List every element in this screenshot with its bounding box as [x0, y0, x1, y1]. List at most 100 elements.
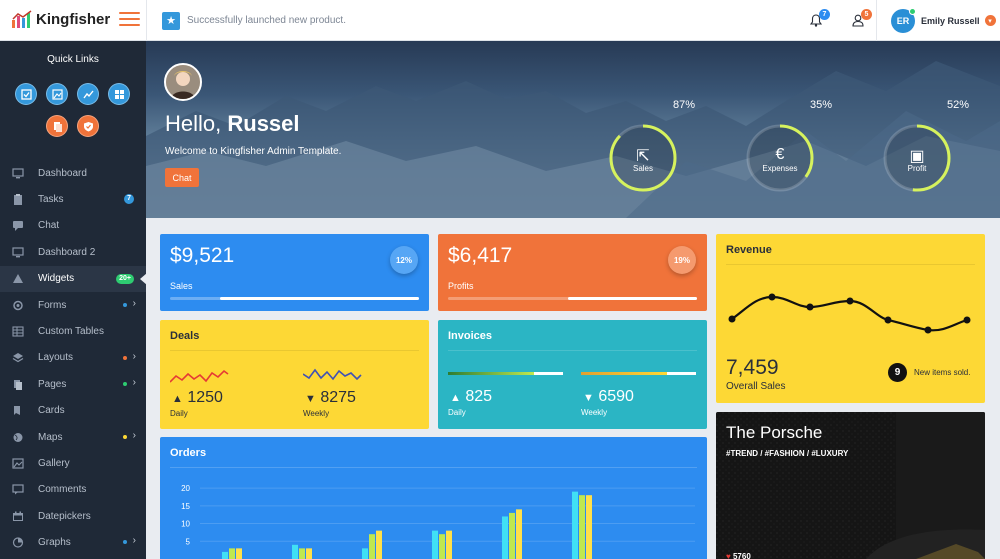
- sidebar-item-chat[interactable]: Chat: [0, 213, 146, 239]
- sidebar-item-label: Cards: [38, 405, 65, 417]
- menu-toggle-icon[interactable]: [119, 12, 140, 28]
- sidebar-item-layouts[interactable]: Layouts ›: [0, 345, 146, 371]
- sidebar: Quick Links Dashboard Tasks 7 Chat D: [0, 41, 147, 559]
- sidebar-item-maps[interactable]: Maps ›: [0, 424, 146, 450]
- deals-title: Deals: [170, 330, 200, 342]
- users-button[interactable]: 5: [840, 0, 876, 41]
- sidebar-item-widgets[interactable]: Widgets 20+: [0, 265, 147, 292]
- forms-icon: [12, 300, 24, 310]
- expenses-gauge: € Expenses: [744, 122, 816, 194]
- sidebar-nav: Dashboard Tasks 7 Chat Dashboard 2 Widge…: [0, 160, 147, 556]
- invoices-daily-number: 825: [465, 388, 493, 405]
- notice-bar: ★ Successfully launched new product.: [146, 0, 346, 41]
- hero-welcome: Welcome to Kingfisher Admin Template.: [165, 146, 342, 157]
- profits-card: $6,417 Profits 19%: [438, 234, 707, 311]
- gauge-ring: [746, 124, 814, 192]
- quick-link-graphs[interactable]: [77, 83, 99, 105]
- bar: [376, 530, 382, 559]
- chat-icon: [12, 221, 24, 232]
- porsche-background: [716, 412, 985, 559]
- bar: [236, 548, 242, 559]
- profits-progress-fill: [567, 297, 697, 300]
- invoices-weekly-label: Weekly: [581, 408, 608, 417]
- sidebar-item-label: Gallery: [38, 457, 70, 469]
- quick-link-tasks[interactable]: [15, 83, 37, 105]
- user-name: Emily Russell: [921, 15, 980, 26]
- sidebar-item-label: Graphs: [38, 537, 71, 549]
- globe-icon: [12, 432, 24, 442]
- expenses-percent: 35%: [810, 99, 833, 111]
- top-header: Kingfisher ★ Successfully launched new p…: [0, 0, 1000, 41]
- deals-weekly-value: ▼ 8275: [305, 389, 356, 407]
- sidebar-item-label: Layouts: [38, 352, 74, 364]
- porsche-title: The Porsche: [726, 423, 823, 442]
- sales-label: Sales: [170, 281, 193, 291]
- sidebar-item-label: Pages: [38, 378, 67, 390]
- monitor-icon: [12, 247, 24, 258]
- sidebar-item-comments[interactable]: Comments: [0, 477, 146, 503]
- invoices-weekly-value: ▼ 6590: [583, 388, 634, 406]
- notifications-button[interactable]: 7: [798, 0, 834, 41]
- quick-link-gallery[interactable]: [46, 83, 68, 105]
- sidebar-item-datepickers[interactable]: Datepickers: [0, 503, 146, 529]
- revenue-value: 7,459: [726, 356, 779, 379]
- bar: [509, 512, 515, 559]
- sidebar-item-label: Datepickers: [38, 510, 91, 522]
- sidebar-item-dashboard-2[interactable]: Dashboard 2: [0, 239, 146, 265]
- sidebar-item-graphs[interactable]: Graphs ›: [0, 529, 146, 555]
- sidebar-item-dashboard[interactable]: Dashboard: [0, 160, 146, 186]
- sidebar-item-custom-tables[interactable]: Custom Tables: [0, 318, 146, 344]
- sidebar-item-tasks[interactable]: Tasks 7: [0, 186, 146, 212]
- quick-link-security[interactable]: [77, 115, 99, 137]
- gauge-label: Profit: [907, 164, 927, 173]
- sidebar-item-cards[interactable]: Cards: [0, 398, 146, 424]
- profits-percent-badge: 19%: [668, 246, 696, 274]
- sales-value: $9,521: [170, 244, 235, 267]
- heart-icon: ♥: [726, 552, 731, 559]
- bar: [229, 548, 235, 559]
- revenue-sparkline: [728, 293, 971, 334]
- new-items-label: New items sold.: [914, 368, 971, 377]
- image-icon: [12, 458, 24, 469]
- bell-icon: [810, 14, 822, 27]
- clipboard-icon: [12, 194, 24, 206]
- graph-icon: [82, 90, 94, 98]
- user-menu[interactable]: ER Emily Russell ▾: [876, 0, 1000, 41]
- profits-value: $6,417: [448, 244, 513, 267]
- chat-button[interactable]: Chat: [165, 168, 199, 187]
- quick-link-widgets[interactable]: [108, 83, 130, 105]
- brand[interactable]: Kingfisher: [12, 10, 110, 28]
- status-dot: [123, 540, 127, 545]
- orders-card: Orders 20 15 10 5: [160, 437, 707, 559]
- sidebar-item-label: Tasks: [38, 194, 64, 206]
- invoices-card: Invoices ▲ 825 Daily ▼ 6590 Weekly: [438, 320, 707, 429]
- notice-text: Successfully launched new product.: [187, 15, 346, 26]
- sidebar-item-forms[interactable]: Forms ›: [0, 292, 146, 318]
- chevron-down-icon: ▾: [984, 15, 996, 26]
- sidebar-item-gallery[interactable]: Gallery: [0, 450, 146, 476]
- deals-divider: [170, 350, 419, 351]
- deals-daily-sparkline: [170, 369, 229, 383]
- bar: [306, 548, 312, 559]
- bar: [502, 516, 508, 559]
- star-icon: ★: [162, 11, 180, 30]
- bar: [516, 509, 522, 559]
- users-badge: 5: [861, 9, 872, 20]
- image-icon: [51, 88, 63, 100]
- deals-weekly-label: Weekly: [303, 409, 330, 418]
- hero-banner: Hello, Russel Welcome to Kingfisher Admi…: [146, 41, 1000, 218]
- status-dot: [123, 302, 127, 307]
- bar: [586, 495, 592, 559]
- sidebar-item-label: Comments: [38, 484, 87, 496]
- quick-link-pages[interactable]: [46, 115, 68, 137]
- y-tick-label: 5: [186, 537, 191, 546]
- notifications-badge: 7: [819, 9, 830, 20]
- sidebar-item-pages[interactable]: Pages ›: [0, 371, 146, 397]
- arrow-down-icon: ▼: [305, 393, 316, 405]
- euro-icon: €: [775, 146, 785, 163]
- status-dot: [123, 355, 127, 360]
- cards-icon: [12, 406, 24, 416]
- chevron-right-icon: ›: [132, 429, 136, 441]
- gauge-ring: [609, 124, 677, 192]
- greeting-text: Hello,: [165, 111, 222, 136]
